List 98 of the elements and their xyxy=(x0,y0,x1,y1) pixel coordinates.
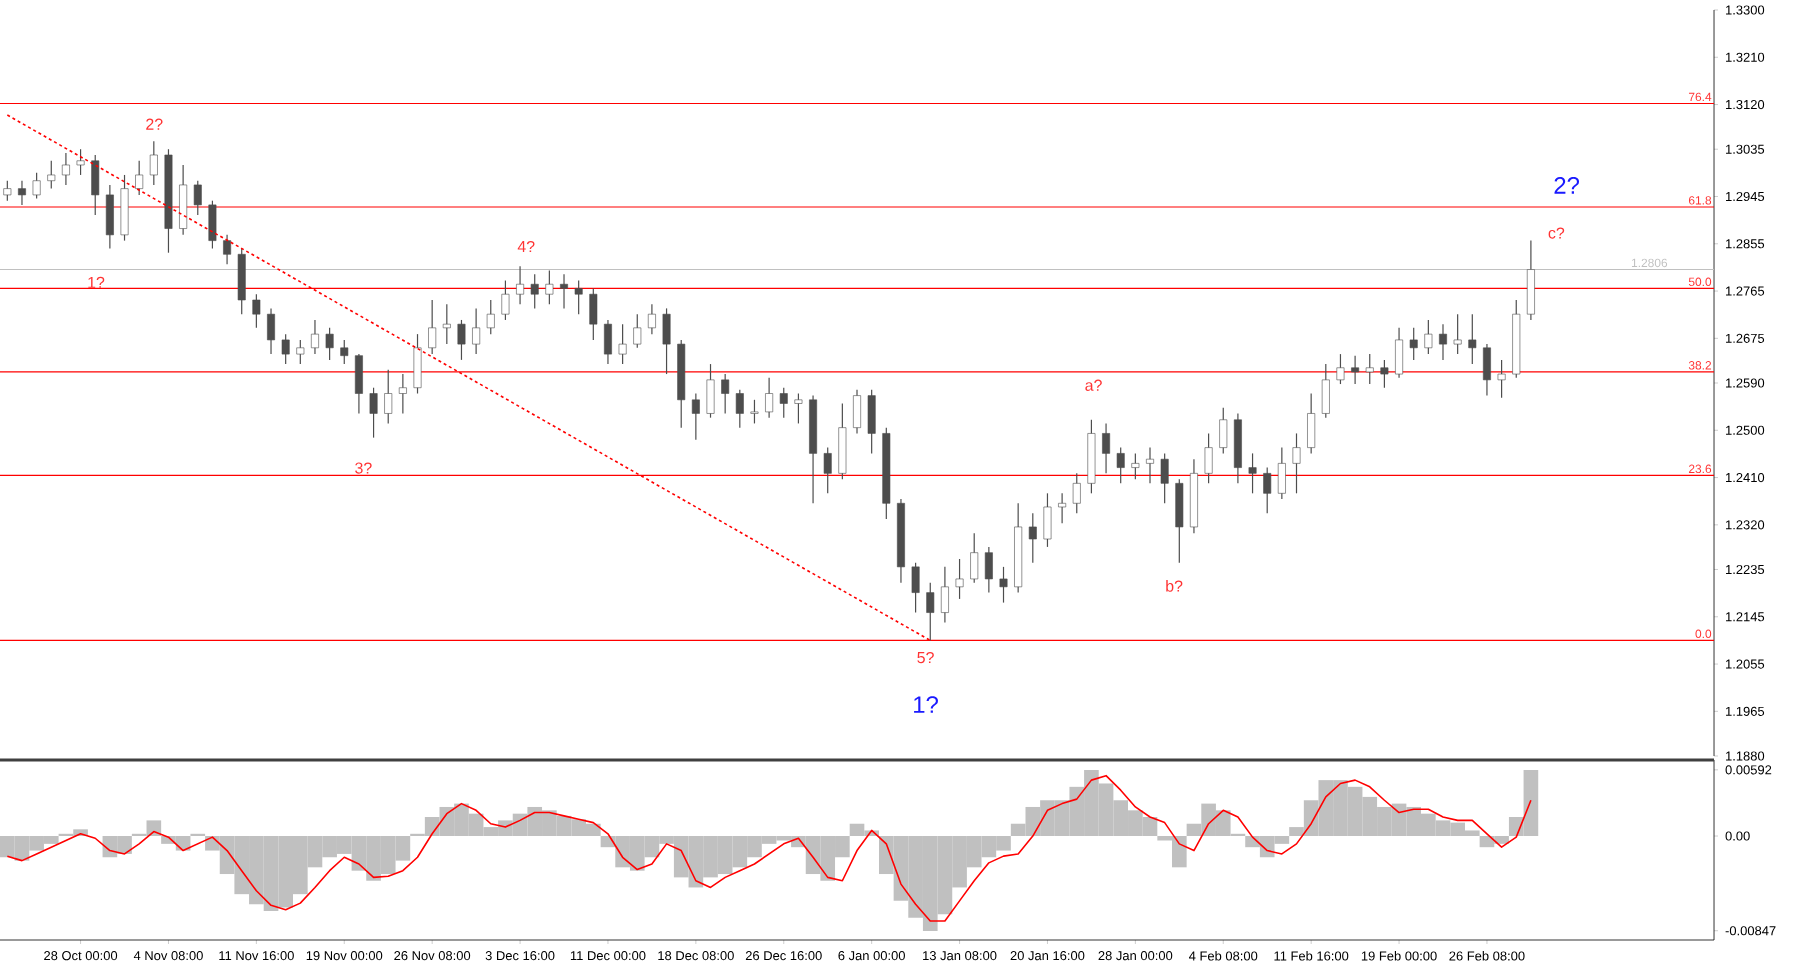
candlestick xyxy=(1233,412,1242,484)
candlestick xyxy=(1351,355,1360,385)
candlestick xyxy=(281,333,290,365)
candlestick xyxy=(560,273,568,309)
candlestick xyxy=(1380,359,1389,389)
candlestick xyxy=(1028,512,1037,564)
candlestick xyxy=(457,319,466,361)
candlestick xyxy=(1409,327,1418,361)
candlestick xyxy=(1248,452,1257,494)
candlestick xyxy=(91,154,100,216)
candlestick xyxy=(1468,313,1477,365)
candlestick xyxy=(3,180,12,202)
candlestick xyxy=(76,148,85,176)
annotation: 2? xyxy=(1554,176,1580,194)
candlestick xyxy=(47,160,56,190)
candlestick xyxy=(61,152,70,186)
candlestick xyxy=(149,140,158,186)
candlestick xyxy=(1058,492,1067,524)
candlestick xyxy=(1307,392,1316,454)
candlestick xyxy=(911,562,920,614)
candlestick xyxy=(1526,240,1535,321)
candlestick xyxy=(706,363,715,419)
candlestick xyxy=(1072,472,1081,514)
candlestick xyxy=(1160,452,1169,504)
candlestick xyxy=(1365,353,1374,385)
candlestick xyxy=(472,307,481,355)
candlestick xyxy=(779,387,788,419)
candlestick xyxy=(765,377,774,419)
candlestick xyxy=(223,234,232,265)
candlestick xyxy=(354,353,363,415)
candlestick xyxy=(823,447,832,494)
candlestick xyxy=(750,399,759,425)
candlestick xyxy=(545,269,554,305)
candlestick xyxy=(633,313,642,349)
candlestick xyxy=(1497,359,1506,399)
candlestick xyxy=(516,265,525,305)
candlestick xyxy=(853,389,861,435)
candlestick xyxy=(574,279,583,315)
candlestick xyxy=(984,546,993,594)
candlestick xyxy=(398,373,407,415)
candlestick xyxy=(179,164,188,236)
candlestick xyxy=(501,279,510,321)
candlestick xyxy=(1204,432,1213,484)
candlestick xyxy=(442,303,451,345)
candlestick xyxy=(208,200,217,250)
candlestick xyxy=(604,319,612,365)
candlestick xyxy=(325,327,334,361)
candlestick xyxy=(1043,492,1052,548)
candlestick xyxy=(589,287,598,341)
annotation: 1? xyxy=(914,696,938,713)
candlestick xyxy=(252,293,261,329)
candlestick xyxy=(662,307,671,375)
candlestick xyxy=(1439,323,1447,361)
candlestick xyxy=(32,172,41,200)
candlestick xyxy=(1116,447,1125,484)
candlestick xyxy=(486,299,495,335)
candlestick xyxy=(618,323,627,365)
candlestick xyxy=(940,566,949,624)
candlestick xyxy=(1102,422,1111,474)
candlestick xyxy=(970,532,979,584)
candlestick xyxy=(135,160,144,196)
candlestick xyxy=(955,558,964,600)
candlestick xyxy=(311,319,319,355)
candlestick xyxy=(428,299,437,355)
candlestick xyxy=(1175,478,1184,564)
candlestick xyxy=(1146,447,1154,484)
candlestick xyxy=(1292,432,1301,494)
candlestick xyxy=(237,247,246,315)
candlestick xyxy=(193,180,202,216)
candlestick xyxy=(735,389,744,429)
candlestick xyxy=(926,582,935,642)
candlestick xyxy=(296,339,305,365)
candlestick xyxy=(1219,407,1228,454)
candlestick xyxy=(413,333,422,395)
candlestick xyxy=(1336,353,1345,385)
candlestick xyxy=(340,339,349,365)
candlestick xyxy=(1321,363,1330,419)
candlestick xyxy=(369,387,378,439)
candlestick xyxy=(1395,327,1404,379)
candlestick xyxy=(1277,447,1286,500)
candlestick xyxy=(999,566,1008,604)
candlestick xyxy=(647,303,656,335)
candlestick xyxy=(267,307,275,355)
candlestick xyxy=(838,402,847,480)
candlestick xyxy=(120,174,129,242)
candlestick xyxy=(1131,452,1140,480)
candlestick xyxy=(1482,343,1491,397)
candlestick xyxy=(18,180,26,206)
candlestick xyxy=(1453,313,1462,355)
candlestick xyxy=(867,389,876,454)
candlestick xyxy=(384,369,393,425)
candlestick xyxy=(721,373,730,415)
candlestick xyxy=(691,392,700,441)
candlestick xyxy=(794,392,803,425)
candlestick xyxy=(1424,319,1433,355)
candlestick xyxy=(1263,466,1272,514)
candlestick xyxy=(530,273,539,309)
candlestick xyxy=(105,184,114,250)
